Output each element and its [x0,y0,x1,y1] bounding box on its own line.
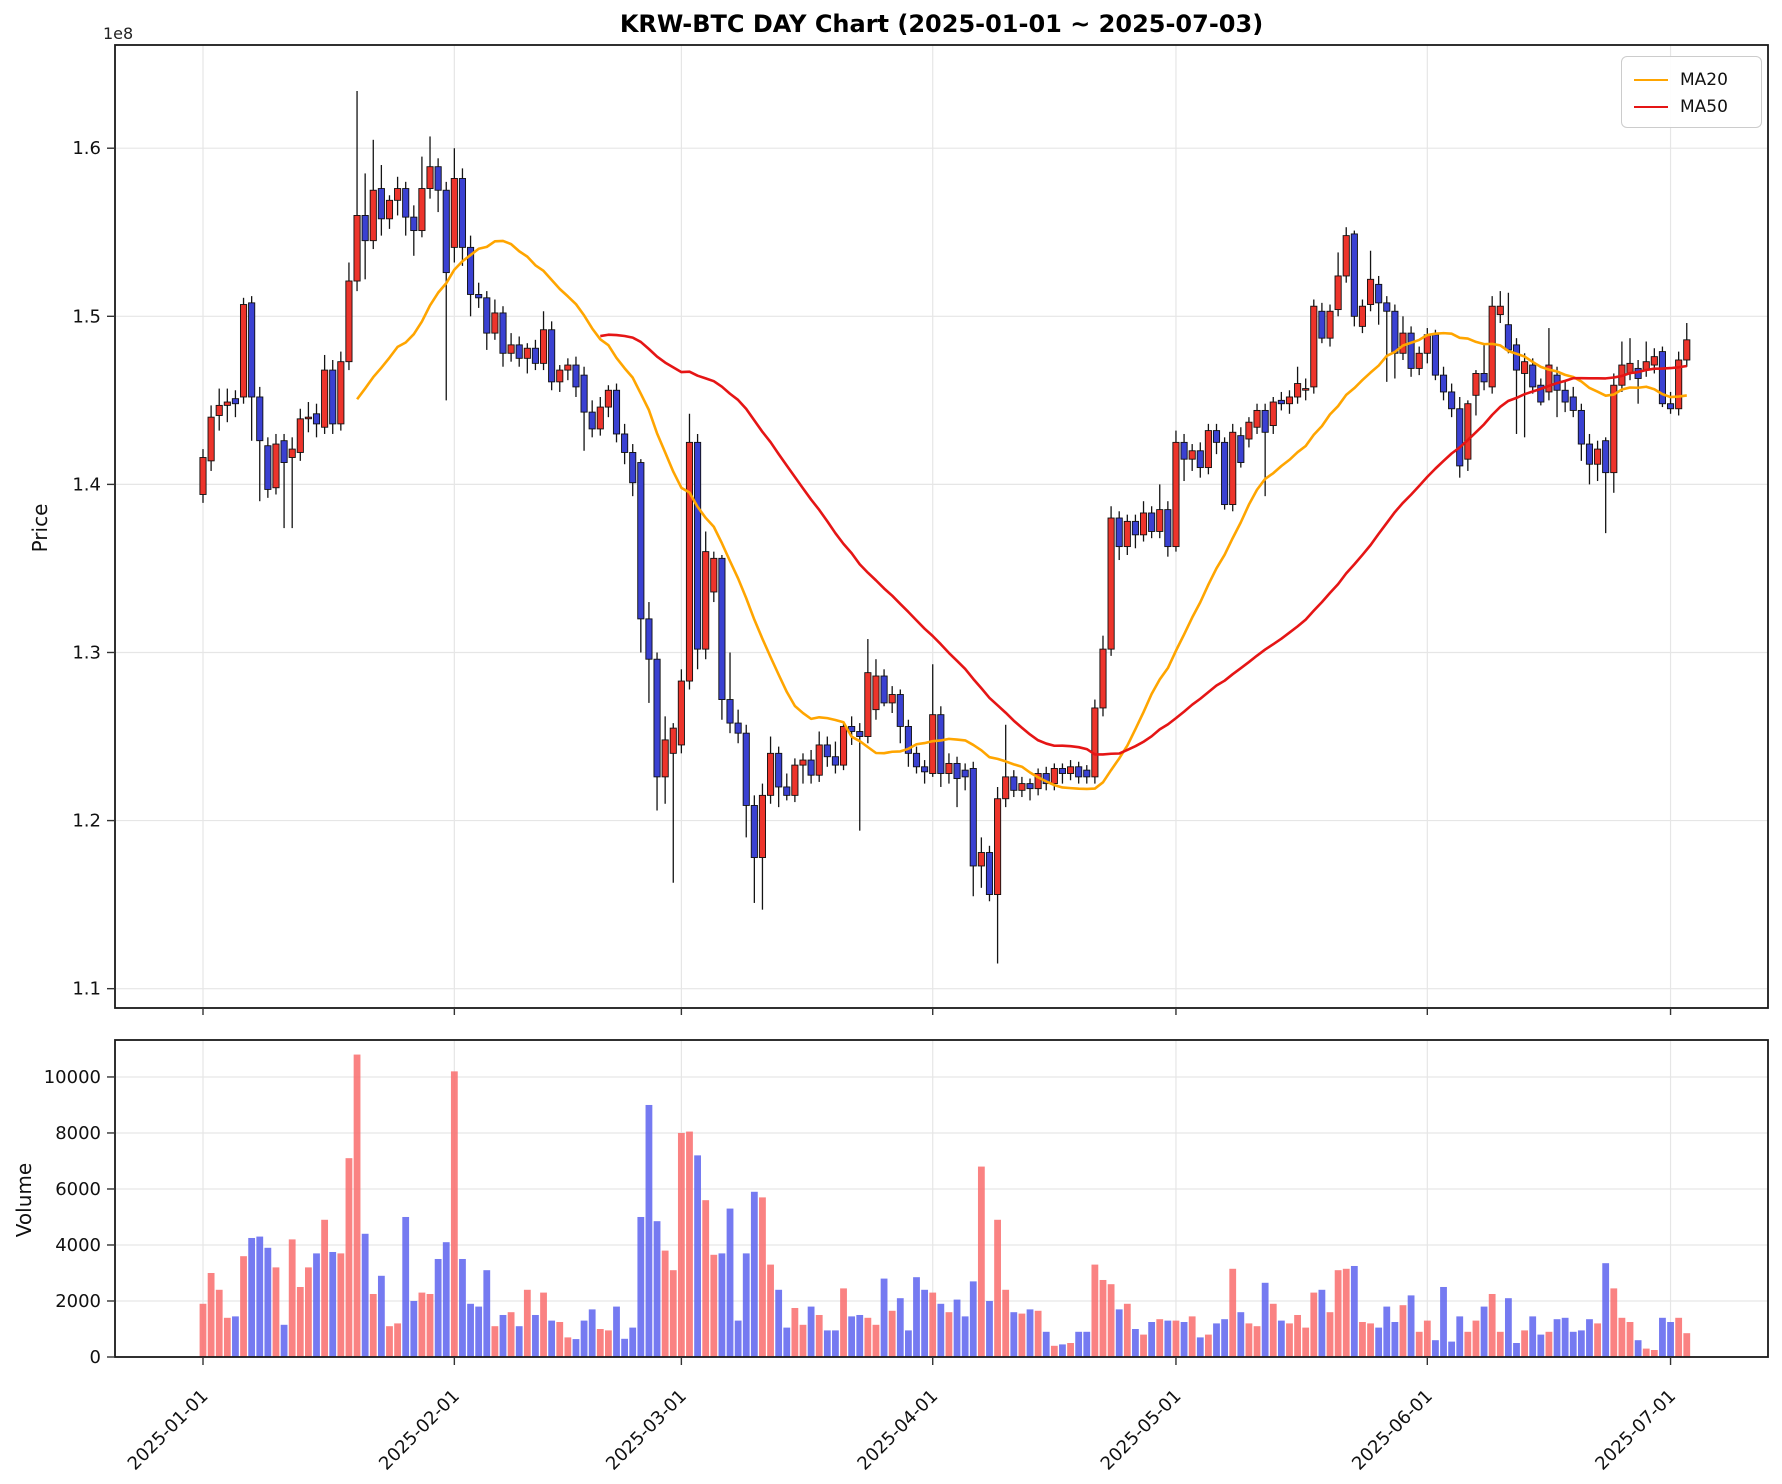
svg-text:1.2: 1.2 [72,811,101,832]
svg-text:2025-07-01: 2025-07-01 [1591,1386,1680,1475]
ma50-line-swatch [1634,105,1668,108]
svg-text:2025-05-01: 2025-05-01 [1097,1386,1186,1475]
legend: MA20 MA50 [1621,56,1762,128]
svg-text:2025-01-01: 2025-01-01 [124,1386,213,1475]
svg-text:4000: 4000 [55,1235,101,1256]
legend-label-ma20: MA20 [1680,69,1728,90]
svg-text:1.5: 1.5 [72,306,101,327]
svg-text:6000: 6000 [55,1179,101,1200]
svg-text:1.4: 1.4 [72,474,101,495]
legend-item-ma20: MA20 [1634,66,1749,93]
chart-title: KRW-BTC DAY Chart (2025-01-01 ~ 2025-07-… [619,10,1264,38]
svg-text:8000: 8000 [55,1123,101,1144]
svg-text:2000: 2000 [55,1291,101,1312]
svg-text:2025-06-01: 2025-06-01 [1348,1386,1437,1475]
svg-text:2025-03-01: 2025-03-01 [602,1386,691,1475]
svg-text:0: 0 [90,1347,101,1368]
price-axis-offset-label: 1e8 [103,24,134,43]
ma20-line-swatch [1634,78,1668,81]
svg-text:1.6: 1.6 [72,138,101,159]
svg-text:1.3: 1.3 [72,642,101,663]
svg-text:1.1: 1.1 [72,979,101,1000]
svg-text:2025-02-01: 2025-02-01 [375,1386,464,1475]
svg-text:2025-04-01: 2025-04-01 [853,1386,942,1475]
svg-text:10000: 10000 [44,1067,101,1088]
legend-item-ma50: MA50 [1634,93,1749,120]
legend-label-ma50: MA50 [1680,96,1728,117]
volume-axis-label: Volume [12,1162,36,1238]
price-axis-label: Price [28,503,52,553]
